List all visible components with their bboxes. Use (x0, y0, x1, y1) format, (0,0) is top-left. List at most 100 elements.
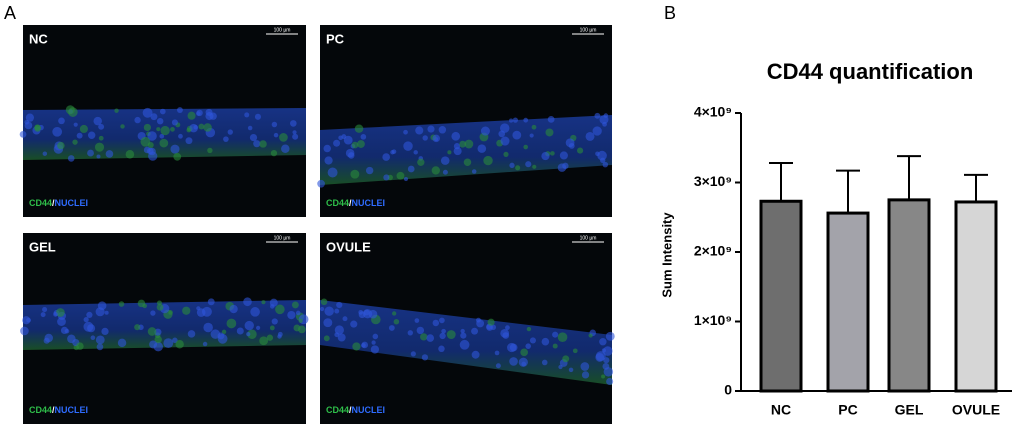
nucleus (295, 310, 301, 316)
x-tick-label: PC (838, 402, 857, 418)
nucleus (505, 325, 510, 331)
nucleus (324, 306, 334, 316)
nucleus (361, 343, 366, 348)
nucleus (421, 354, 429, 361)
nucleus (334, 325, 344, 335)
nucleus (72, 139, 78, 145)
nucleus (503, 151, 509, 157)
nucleus (498, 130, 506, 138)
nucleus (64, 328, 70, 334)
nucleus (601, 348, 607, 353)
nucleus (277, 331, 283, 337)
y-tick-label: 4×10⁹ (694, 104, 732, 120)
nucleus (182, 306, 191, 315)
nucleus (143, 123, 152, 132)
bar (759, 199, 803, 393)
nucleus (254, 113, 261, 120)
y-tick-label: 1×10⁹ (694, 312, 732, 328)
nucleus (52, 126, 63, 137)
nucleus (407, 165, 415, 173)
nucleus (422, 135, 428, 141)
nucleus (442, 169, 448, 175)
nucleus (426, 334, 435, 342)
nucleus (559, 151, 568, 160)
nucleus (464, 139, 474, 149)
nucleus (95, 307, 105, 317)
nucleus (323, 144, 331, 153)
nucleus (137, 299, 146, 308)
nucleus (134, 116, 141, 124)
nucleus (602, 121, 607, 127)
nucleus (509, 357, 518, 366)
nucleus (19, 130, 27, 138)
nucleus (266, 334, 274, 341)
separator: / (349, 405, 352, 415)
nucleus (117, 338, 127, 348)
nucleus (334, 308, 340, 314)
nucleus (279, 133, 288, 142)
nucleus (459, 339, 470, 350)
nucleus (57, 317, 66, 326)
nucleus (317, 179, 325, 188)
marker-cd44: CD44 (29, 405, 52, 415)
nucleus (477, 144, 487, 153)
nucleus (273, 132, 279, 138)
nucleus (388, 325, 395, 331)
nucleus (203, 123, 212, 132)
nucleus (558, 364, 563, 370)
nucleus (96, 343, 104, 351)
nucleus (149, 340, 158, 349)
nucleus (552, 331, 559, 338)
nucleus (154, 335, 162, 344)
nucleus (24, 119, 30, 125)
y-tick-label: 3×10⁹ (694, 173, 732, 189)
nucleus (600, 157, 606, 163)
nucleus (217, 332, 225, 340)
nucleus (333, 139, 341, 147)
nucleus (159, 138, 169, 148)
nucleus (440, 156, 450, 165)
x-tick-label: NC (771, 402, 791, 418)
nucleus (592, 126, 602, 136)
nucleus (142, 107, 153, 118)
nucleus (523, 144, 529, 150)
nucleus (227, 129, 233, 135)
nucleus (104, 310, 109, 315)
nucleus (541, 152, 550, 161)
nucleus (562, 355, 570, 363)
nucleus (518, 357, 528, 367)
stain-legend: CD44/NUCLEI (326, 198, 385, 208)
nucleus (105, 150, 114, 158)
nucleus (175, 340, 184, 349)
nucleus (259, 336, 269, 346)
nucleus (599, 115, 609, 125)
nucleus (173, 152, 182, 161)
nucleus (221, 329, 227, 334)
nucleus (243, 297, 252, 307)
nucleus (79, 124, 88, 134)
nucleus (250, 307, 260, 317)
x-tick-label: GEL (895, 402, 924, 418)
nucleus (269, 304, 275, 309)
nucleus (432, 134, 440, 143)
nucleus (202, 341, 208, 347)
nucleus (403, 176, 409, 182)
nucleus (150, 310, 156, 316)
nucleus (475, 317, 481, 323)
bar (887, 198, 931, 393)
nucleus (287, 310, 296, 320)
nucleus (390, 150, 395, 155)
marker-nuclei: NUCLEI (55, 198, 89, 208)
nucleus (207, 147, 213, 154)
nucleus (187, 111, 196, 120)
nucleus (499, 123, 510, 133)
nucleus (509, 162, 515, 168)
nucleus (196, 111, 201, 116)
nucleus (509, 118, 514, 123)
marker-nuclei: NUCLEI (55, 405, 89, 415)
y-tick-label: 2×10⁹ (694, 243, 732, 259)
nucleus (525, 343, 532, 349)
nucleus (338, 135, 343, 141)
nucleus (581, 371, 590, 379)
nucleus (83, 317, 89, 323)
